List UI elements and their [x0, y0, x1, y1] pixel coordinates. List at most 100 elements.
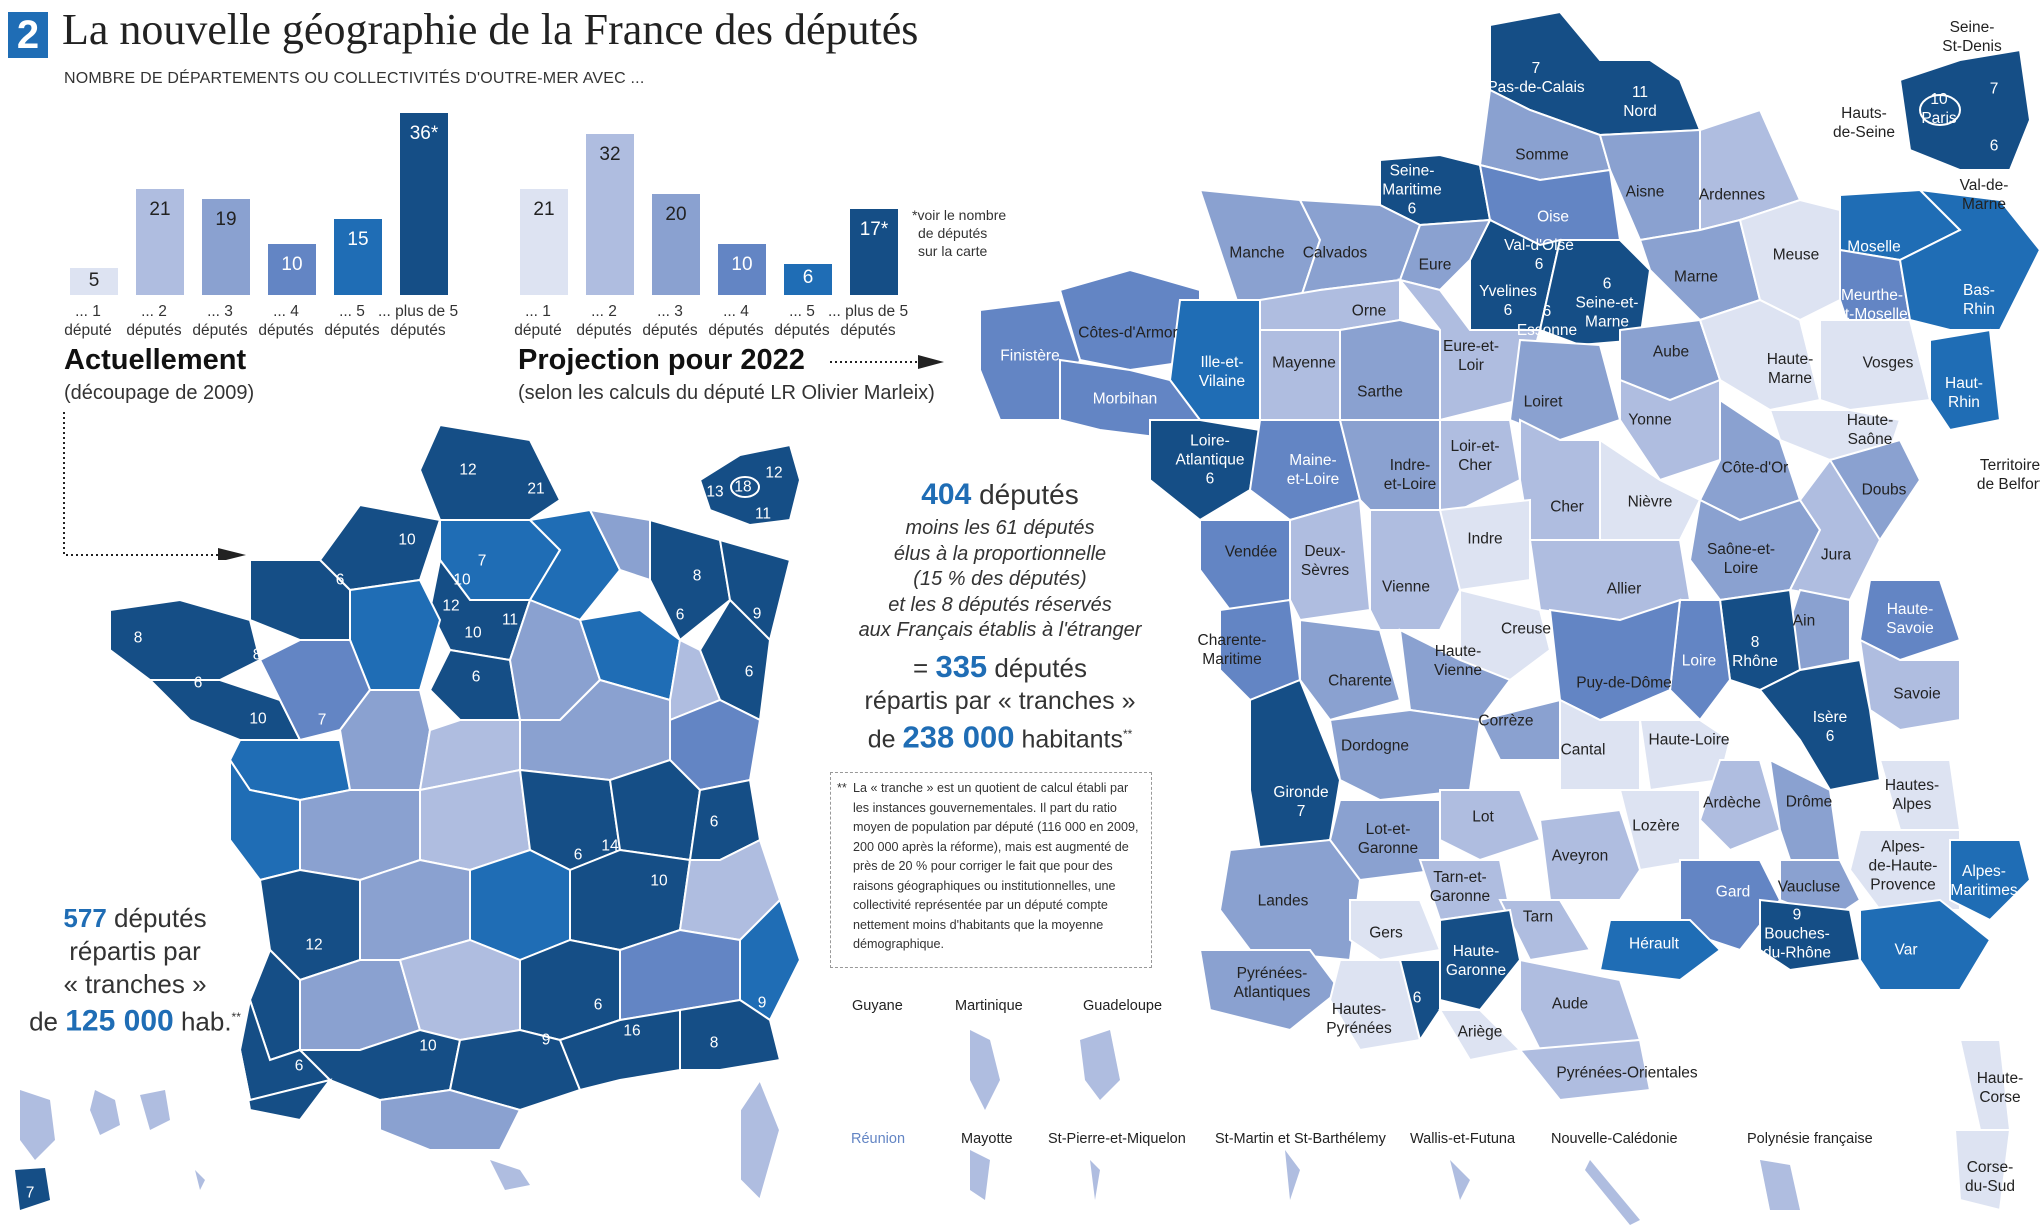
- department-label: Eure: [1418, 256, 1452, 274]
- department-label: 11 Nord: [1623, 84, 1657, 120]
- xlabel: ... 4 députés: [708, 303, 764, 339]
- department-label: Lot-et- Garonne: [1357, 821, 1419, 857]
- deputes-tranches-value: 335: [935, 648, 988, 684]
- xlabel: ... 1 député: [514, 303, 562, 339]
- chart-title-projection: Projection pour 2022: [518, 344, 805, 376]
- bar-plus-5-deputes: 36*: [400, 113, 448, 295]
- left-map-deputes-count-label: 6: [335, 571, 345, 589]
- left-map-deputes-count-label: 6: [709, 813, 719, 831]
- left-map-deputes-count-label: 9: [541, 1031, 551, 1049]
- left-map-deputes-count-label: 6: [294, 1057, 304, 1075]
- department-label: Cantal: [1560, 741, 1606, 759]
- department-label: Corse-du-Sud: [1965, 1159, 2015, 1195]
- department-label: Gironde 7: [1273, 784, 1329, 820]
- overseas-label-guyane: Guyane: [852, 998, 903, 1014]
- bar-1-depute: 21: [520, 189, 568, 295]
- bar-value: 21: [533, 199, 555, 220]
- left-map-deputes-count-label: 10: [249, 710, 267, 728]
- chart-subtitle-current: (découpage de 2009): [64, 382, 255, 404]
- bar-value: 32: [599, 144, 621, 165]
- department-label: Corrèze: [1478, 712, 1534, 730]
- left-map-deputes-count-label: 6: [193, 674, 203, 692]
- left-map-deputes-count-label: 11: [501, 611, 519, 629]
- footnote-text: La « tranche » est un quotient de calcul…: [853, 781, 1139, 951]
- center-summary: 404 députés moins les 61 députés élus à …: [858, 478, 1142, 754]
- left-map-deputes-count-label: 7: [317, 711, 327, 729]
- department-label: Indre-et-Loire: [1383, 457, 1437, 493]
- left-map-france-2009: [15, 423, 802, 1210]
- department-label: Haute- Garonne: [1445, 943, 1507, 979]
- department-label: Yonne: [1628, 411, 1672, 429]
- left-map-deputes-count-label: 6: [593, 996, 603, 1014]
- department-label: Somme: [1515, 146, 1569, 164]
- left-map-deputes-count-label: 10: [398, 531, 416, 549]
- department-label: 6 Seine-et- Marne: [1575, 275, 1639, 331]
- paris-department-label: 6: [1989, 137, 1999, 155]
- department-label: Ille-et- Vilaine: [1198, 354, 1246, 390]
- bar-4-deputes: 10: [268, 244, 316, 295]
- bar-5-deputes: 6: [784, 264, 832, 295]
- department-label: Haute- Marne: [1766, 351, 1814, 387]
- bar-2-deputes: 32: [586, 134, 634, 295]
- total-2009-value: 577: [63, 903, 107, 933]
- bar-value: 17*: [859, 219, 889, 240]
- department-label: Calvados: [1302, 244, 1368, 262]
- left-map-deputes-count-label: 10: [453, 571, 471, 589]
- tranche-2009-value: 125 000: [65, 1004, 174, 1038]
- xlabel: ... 2 députés: [576, 303, 632, 339]
- left-map-deputes-count-label: 21: [527, 480, 545, 498]
- chart-subtitle-projection: (selon les calculs du député LR Olivier …: [518, 382, 935, 404]
- department-label: Manche: [1229, 244, 1285, 262]
- department-label: 8 Rhône: [1732, 634, 1778, 670]
- bar-value: 19: [215, 209, 237, 230]
- department-label: Var: [1894, 941, 1918, 959]
- left-map-deputes-count-label: 6: [573, 846, 583, 864]
- department-label: Sarthe: [1357, 383, 1403, 401]
- department-label: Puy-de-Dôme: [1576, 674, 1672, 692]
- right-map-france-2022: [970, 10, 2040, 1225]
- department-label: Loire: [1681, 652, 1717, 670]
- bar-value: 5: [88, 270, 100, 291]
- department-label: Val-d'Oise 6: [1504, 237, 1574, 273]
- footnote-box: ** La « tranche » est un quotient de cal…: [830, 772, 1152, 968]
- department-label: Finistère: [1000, 347, 1060, 365]
- department-label: Drôme: [1785, 793, 1833, 811]
- left-map-deputes-count-label: 10: [650, 872, 668, 890]
- department-label: Vaucluse: [1777, 878, 1841, 896]
- department-label: Vienne: [1382, 578, 1430, 596]
- department-label: Isère 6: [1812, 709, 1848, 745]
- bar-3-deputes: 19: [202, 199, 250, 295]
- department-label: Pyrénées- Atlantiques: [1233, 965, 1311, 1001]
- department-label: 7 Pas-de-Calais: [1487, 60, 1585, 96]
- bar-4-deputes: 10: [718, 244, 766, 295]
- department-label: Côte-d'Or: [1721, 459, 1789, 477]
- department-label: Loir-et- Cher: [1450, 438, 1500, 474]
- xlabel: ... 3 députés: [642, 303, 698, 339]
- left-summary: 577 députés répartis par « tranches » de…: [29, 903, 241, 1038]
- department-label: 6: [1412, 989, 1422, 1007]
- overseas-label-mayotte: Mayotte: [961, 1131, 1013, 1147]
- overseas-label-st-pierre: St-Pierre-et-Miquelon: [1048, 1131, 1186, 1147]
- department-label: Haut- Rhin: [1945, 375, 1983, 411]
- bar-value: 15: [347, 229, 369, 250]
- department-label: Hautes- Pyrénées: [1326, 1001, 1392, 1037]
- department-label: Aude: [1551, 995, 1589, 1013]
- xlabel: ... 1 député: [64, 303, 112, 339]
- department-label: Loiret: [1523, 393, 1563, 411]
- left-map-paris-count-label: 18: [734, 478, 752, 496]
- department-label: Savoie: [1893, 685, 1941, 703]
- department-label: Haute- Vienne: [1434, 643, 1482, 679]
- department-label: Charente- Maritime: [1197, 632, 1267, 668]
- bar-value: 10: [281, 254, 303, 275]
- department-label: Oise: [1537, 208, 1569, 226]
- department-label: Lozère: [1632, 817, 1680, 835]
- department-label: Alpes- Maritimes: [1950, 863, 2018, 899]
- department-label: Bas- Rhin: [1963, 282, 1995, 318]
- department-label: Cher: [1550, 498, 1584, 516]
- department-label: Hérault: [1629, 935, 1679, 953]
- left-map-deputes-count-label: 10: [419, 1037, 437, 1055]
- left-map-deputes-count-label: 9: [757, 994, 767, 1012]
- xlabels-projection: ... 1 député ... 2 députés ... 3 députés ..…: [514, 302, 908, 340]
- chart-title-current: Actuellement: [64, 344, 247, 376]
- department-label: Tarn: [1522, 908, 1554, 926]
